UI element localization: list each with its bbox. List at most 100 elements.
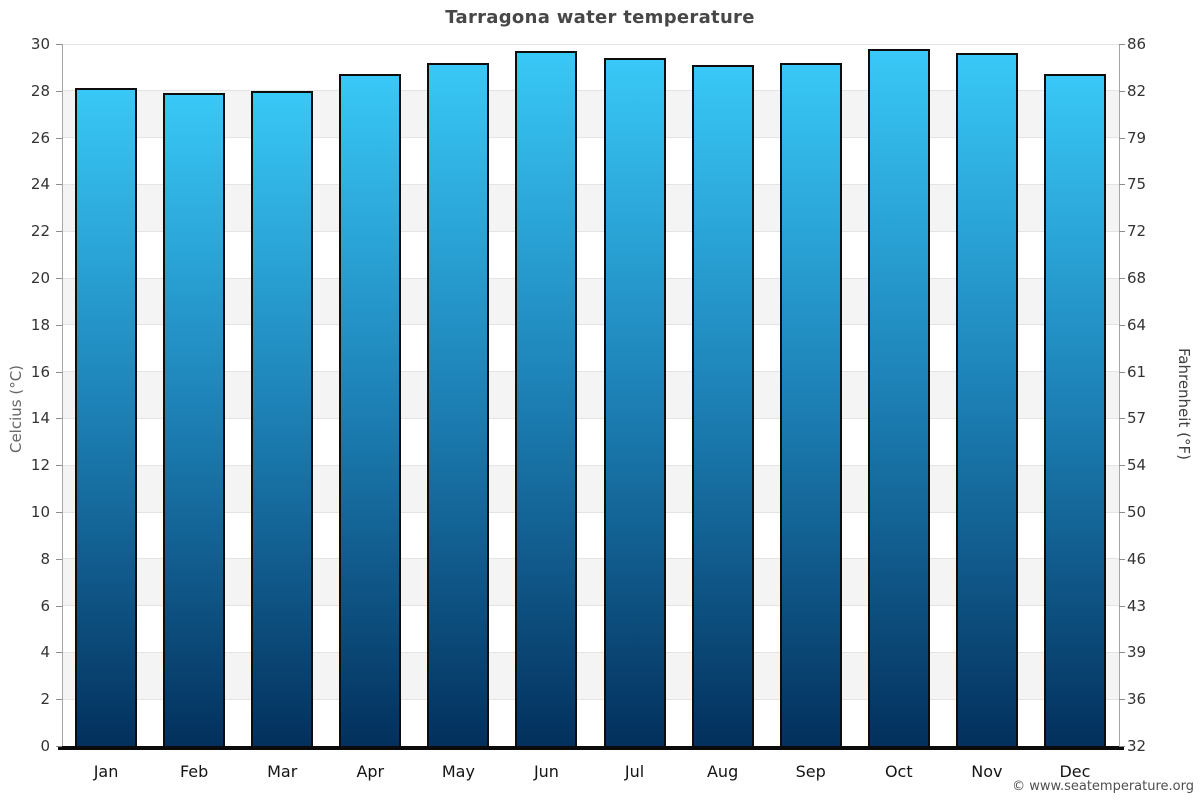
background-stripe — [62, 652, 1119, 700]
bar-oct — [867, 48, 930, 746]
background-stripe — [62, 558, 1119, 606]
left-tick-mark — [56, 652, 62, 654]
right-axis-line — [1119, 44, 1120, 747]
gridline — [62, 464, 1119, 466]
month-label-aug: Aug — [706, 762, 739, 781]
left-tick-mark — [56, 512, 62, 513]
background-stripe — [62, 465, 1119, 512]
gridline — [62, 324, 1119, 326]
right-tick-label: 82 — [1127, 81, 1147, 100]
month-label-dec: Dec — [1059, 762, 1091, 781]
month-label-jul: Jul — [624, 762, 645, 781]
left-tick-mark — [56, 44, 62, 45]
right-tick-mark — [1119, 44, 1125, 45]
bar-aug — [691, 65, 754, 746]
bar-sep — [779, 62, 842, 746]
bar-jun — [515, 51, 578, 746]
bar-mar — [251, 90, 314, 746]
left-tick-mark — [56, 90, 62, 92]
left-tick-label: 4 — [40, 643, 50, 662]
right-tick-mark — [1119, 465, 1125, 467]
left-tick-label: 18 — [30, 315, 50, 334]
left-tick-mark — [56, 137, 62, 139]
right-axis-title: Fahrenheit (°F) — [1175, 348, 1193, 460]
left-tick-label: 12 — [30, 456, 50, 475]
month-label-oct: Oct — [884, 762, 913, 781]
left-tick-mark — [56, 746, 62, 747]
right-tick-label: 32 — [1127, 737, 1147, 755]
left-tick-mark — [56, 371, 62, 373]
right-tick-label: 57 — [1127, 409, 1147, 428]
left-tick-label: 8 — [40, 549, 50, 568]
left-tick-label: 16 — [30, 362, 50, 381]
right-tick-label: 79 — [1127, 128, 1147, 147]
left-tick-mark — [56, 605, 62, 607]
right-tick-label: 39 — [1127, 643, 1147, 662]
right-tick-mark — [1119, 418, 1125, 420]
right-tick-mark — [1119, 90, 1125, 92]
right-tick-label: 46 — [1127, 549, 1147, 568]
gridline — [62, 371, 1119, 373]
right-tick-mark — [1119, 137, 1125, 139]
left-tick-mark — [56, 418, 62, 420]
right-tick-label: 68 — [1127, 269, 1147, 287]
month-label-feb: Feb — [179, 762, 209, 781]
bar-feb — [163, 93, 226, 746]
left-tick-label: 6 — [40, 596, 50, 615]
month-label-nov: Nov — [971, 762, 1003, 781]
left-tick-label: 30 — [30, 35, 50, 53]
bar-jul — [603, 58, 666, 746]
background-stripe — [62, 371, 1119, 419]
bar-jan — [75, 88, 138, 746]
background-stripe — [62, 90, 1119, 138]
watermark-text: © www.seatemperature.org — [1012, 779, 1194, 794]
right-tick-mark — [1119, 231, 1125, 233]
gridline — [62, 417, 1119, 419]
month-label-jan: Jan — [93, 762, 119, 781]
left-tick-mark — [56, 184, 62, 186]
left-axis-line — [62, 44, 63, 747]
right-tick-mark — [1119, 512, 1125, 513]
background-stripe — [62, 278, 1119, 325]
right-tick-mark — [1119, 699, 1125, 701]
right-tick-mark — [1119, 652, 1125, 654]
gridline — [62, 558, 1119, 560]
right-tick-label: 61 — [1127, 362, 1147, 381]
right-tick-label: 50 — [1127, 503, 1147, 521]
right-tick-label: 64 — [1127, 315, 1147, 334]
bar-may — [427, 62, 490, 746]
left-tick-label: 0 — [40, 737, 50, 755]
x-axis-line — [58, 746, 1124, 750]
left-tick-mark — [56, 558, 62, 560]
right-tick-label: 43 — [1127, 596, 1147, 615]
left-tick-label: 10 — [30, 503, 50, 521]
left-tick-mark — [56, 465, 62, 467]
right-tick-mark — [1119, 605, 1125, 607]
gridline — [62, 90, 1119, 92]
month-label-jun: Jun — [533, 762, 559, 781]
left-tick-label: 20 — [30, 269, 50, 287]
right-tick-mark — [1119, 324, 1125, 326]
left-tick-mark — [56, 699, 62, 701]
left-tick-label: 26 — [30, 128, 50, 147]
bar-nov — [955, 53, 1018, 746]
left-tick-mark — [56, 324, 62, 326]
right-tick-label: 72 — [1127, 222, 1147, 241]
bar-dec — [1043, 74, 1106, 746]
gridline — [62, 511, 1119, 513]
right-tick-label: 54 — [1127, 456, 1147, 475]
right-tick-mark — [1119, 184, 1125, 186]
chart-title: Tarragona water temperature — [445, 7, 755, 28]
right-tick-label: 36 — [1127, 690, 1147, 709]
month-label-sep: Sep — [795, 762, 826, 781]
month-label-mar: Mar — [267, 762, 298, 781]
left-tick-mark — [56, 278, 62, 279]
month-label-may: May — [441, 762, 475, 781]
background-stripe — [62, 184, 1119, 232]
left-tick-label: 22 — [30, 222, 50, 241]
gridline — [62, 230, 1119, 232]
left-tick-label: 14 — [30, 409, 50, 428]
gridline — [62, 605, 1119, 607]
right-tick-label: 75 — [1127, 175, 1147, 194]
right-tick-mark — [1119, 371, 1125, 373]
